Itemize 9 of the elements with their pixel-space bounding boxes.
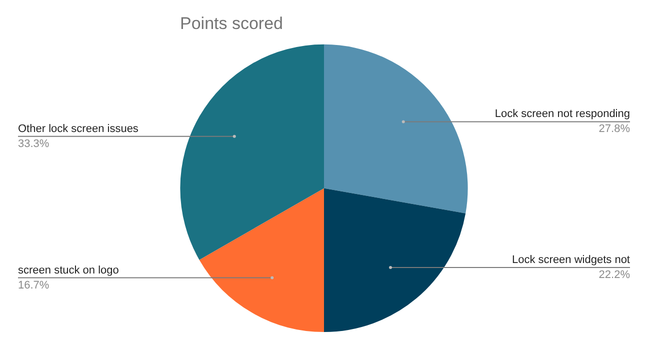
slice-label: Other lock screen issues <box>18 122 139 135</box>
data-label: 22.2% <box>598 269 630 282</box>
data-label: 16.7% <box>18 279 50 292</box>
data-label: 27.8% <box>598 123 630 136</box>
data-label: 33.3% <box>18 138 50 150</box>
slice-label: Lock screen not responding <box>494 108 630 120</box>
slice-label: screen stuck on logo <box>18 264 119 276</box>
slice-label: Lock screen widgets not <box>512 254 630 266</box>
chart-title: Points scored <box>180 14 283 33</box>
